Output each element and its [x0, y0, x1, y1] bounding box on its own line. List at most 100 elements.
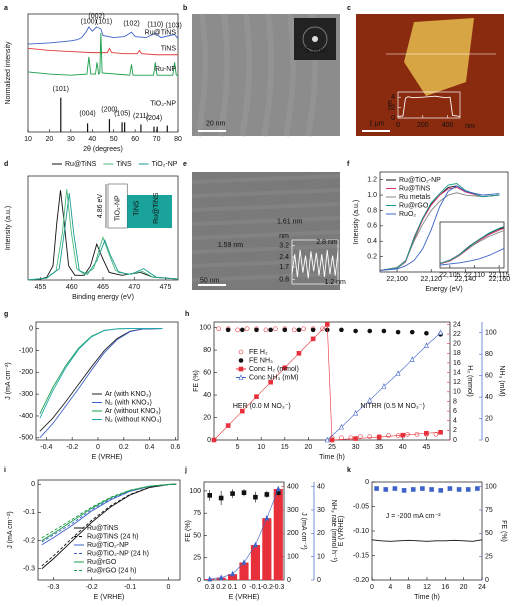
y-tick-label: -0.3 [23, 566, 35, 573]
x-tick-label: 60 [131, 136, 139, 143]
y-axis-label: Intensity (a.u.) [5, 206, 12, 250]
x-tick-label: 460 [66, 284, 78, 291]
x-tick-label: 24 [478, 584, 486, 591]
series-line [213, 323, 441, 441]
plot-frame [35, 321, 179, 441]
data-point [401, 488, 407, 493]
image-label: 1.59 nm [218, 242, 243, 249]
y-tick-label: 4 [391, 94, 395, 101]
image-label: 5 1/nm [306, 47, 328, 54]
series-line [379, 186, 500, 271]
flake [404, 18, 474, 96]
y2-tick-label: 0 [287, 577, 291, 584]
x-tick-label: 22,115 [489, 272, 510, 279]
x-tick-label: 475 [160, 284, 172, 291]
data-point [339, 327, 344, 333]
bar [262, 518, 272, 580]
bar [228, 574, 238, 580]
x-tick-label: 80 [174, 136, 182, 143]
panel-label: e [183, 161, 187, 168]
x-tick-label: 470 [128, 284, 140, 291]
y-tick-label: 1.2 [367, 177, 377, 184]
x-tick-label: 45 [423, 444, 431, 451]
series-line [439, 230, 505, 264]
y-axis-label: Normalized intensity [5, 41, 12, 105]
x-tick-label: 22,100 [386, 276, 408, 283]
data-point [424, 330, 429, 336]
series-line [41, 483, 177, 543]
y2-tick-label: 20 [453, 341, 461, 348]
y2-tick-label: 22 [453, 331, 461, 338]
plot-frame [371, 481, 483, 581]
series-line [439, 226, 505, 264]
x-tick-label: 400 [442, 122, 454, 129]
x-tick-label: 22,105 [439, 272, 461, 279]
data-point [263, 327, 269, 333]
annotation: J = -200 mA cm⁻² [386, 513, 442, 520]
y-tick-label: 60 [203, 369, 211, 376]
series-line [27, 26, 179, 45]
y2-tick-label: 200 [287, 530, 299, 537]
y-tick-label: -400 [19, 413, 33, 420]
panel-label: k [347, 467, 351, 474]
x-tick-label: 22,160 [489, 276, 511, 283]
y2-tick-label: 4 [453, 418, 457, 425]
y2-axis-label: H₂ (mmol) [466, 365, 473, 397]
texture [191, 174, 341, 184]
data-point [310, 327, 316, 333]
legend-label: TiO₂-NP [150, 101, 176, 108]
y3-axis-label: NH₃ rate (mmol h⁻¹) [330, 500, 337, 563]
data-point [244, 326, 250, 332]
series-line [371, 539, 483, 542]
x-tick-label: 30 [352, 444, 360, 451]
data-point [324, 322, 330, 327]
panel-label: d [4, 161, 8, 168]
x-tick-label: 0 [396, 122, 400, 129]
x-tick-label: -0.2 [86, 584, 98, 591]
data-point [235, 327, 240, 333]
x-tick-label: 40 [399, 444, 407, 451]
data-point [338, 423, 344, 430]
y-tick-label: 1.7 [279, 264, 289, 271]
series-line [27, 47, 178, 56]
y-tick-label: -0.15 [353, 552, 369, 559]
y3-tick-label: 40 [485, 394, 493, 401]
data-point [465, 487, 471, 492]
data-point [392, 486, 398, 491]
x-tick-label: 200 [417, 122, 429, 129]
data-point [438, 488, 444, 493]
y-tick-label: -0.2 [23, 537, 35, 544]
data-point [296, 351, 302, 356]
annotation: (101) [53, 86, 69, 93]
data-point [291, 327, 297, 333]
y-axis-label: nm [387, 100, 394, 110]
image-label: 1 μm [369, 121, 385, 128]
image-label: 50 nm [200, 277, 220, 284]
fft-spot [312, 36, 318, 42]
texture [239, 13, 253, 137]
data-point [381, 383, 387, 389]
data-point [409, 329, 415, 335]
series-line [439, 248, 505, 266]
x-axis-label: Time (h) [319, 454, 345, 461]
bar [273, 489, 283, 580]
legend-label: Ar (without KNO₃) [105, 408, 161, 415]
annotation: 2.8 nm [316, 239, 338, 246]
x-tick-label: 465 [97, 284, 109, 291]
annotation: (100) [81, 18, 97, 25]
series-line [41, 483, 177, 539]
panel-label: i [4, 467, 6, 474]
legend-label: Ru@rGO (24 h) [87, 567, 137, 574]
y-tick-label: 2.4 [279, 254, 289, 261]
y3-tick-label: 20 [317, 530, 325, 537]
band-label: TiNS [134, 200, 141, 216]
panel-label: b [183, 5, 187, 12]
annotation: (103) [166, 23, 182, 30]
panel-label: h [185, 311, 189, 318]
plot-frame [37, 479, 181, 581]
x-axis-label: nm [465, 123, 475, 130]
legend-swatch [238, 366, 244, 372]
x-tick-label: 22,140 [455, 276, 477, 283]
plot-frame [379, 171, 509, 273]
data-point [282, 327, 288, 333]
